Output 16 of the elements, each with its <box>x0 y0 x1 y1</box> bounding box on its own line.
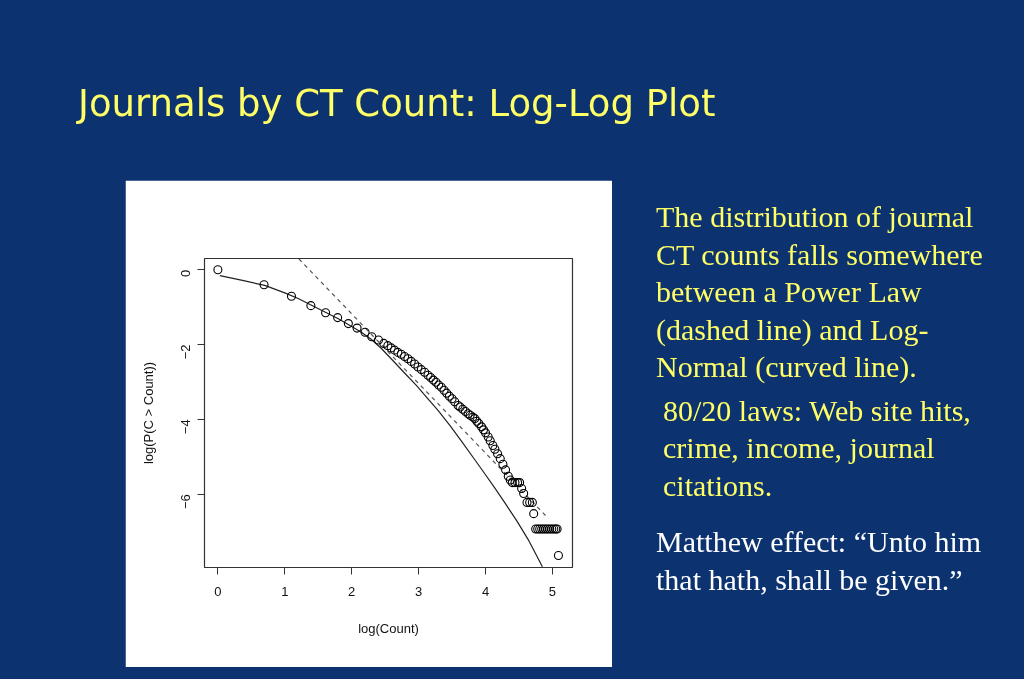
x-tick-label: 1 <box>281 583 289 599</box>
text: 80/20 laws: Web site hits, crime, income, journal citations. <box>663 392 972 504</box>
y-tick-label: −4 <box>178 419 193 435</box>
y-axis-title: log(P(C > Count)) <box>140 361 156 465</box>
x-tick-label: 5 <box>548 583 557 599</box>
x-axis-title: log(Count) <box>358 620 419 636</box>
x-tick-label: 4 <box>481 583 490 599</box>
y-tick-label: 0 <box>178 269 193 277</box>
text: Matthew effect: “Unto him that hath, shall be given.” <box>656 524 983 598</box>
y-tick-label: −2 <box>178 344 193 360</box>
x-tick-label: 0 <box>214 583 222 599</box>
y-tick-label: −6 <box>178 494 193 509</box>
text: The distribution of journal CT counts falls somewhere between a Power Law (dashed line) and Log-Normal (curved line). <box>656 199 984 385</box>
chart-title: Journals by CT Count: Log-Log Plot <box>78 81 716 127</box>
x-tick-label: 3 <box>414 583 423 599</box>
x-tick-label: 2 <box>348 583 356 599</box>
